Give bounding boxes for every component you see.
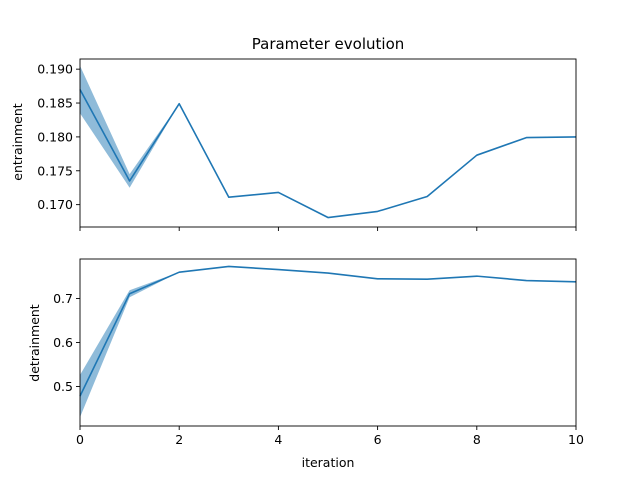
x-tick-label: 4	[274, 432, 282, 447]
entrainment-panel: 0.170 0.175 0.180 0.185 0.190	[37, 58, 577, 231]
series-line	[79, 89, 577, 219]
y-tick-label: 0.185	[37, 96, 73, 111]
x-tick-label: 2	[175, 432, 183, 447]
y-tick-label: 0.6	[53, 335, 73, 350]
y-tick-label: 0.190	[37, 62, 73, 77]
detrainment-panel: 0.5 0.6 0.7 0 2 4 6 8 10	[53, 258, 584, 447]
x-tick-label: 0	[76, 432, 84, 447]
y-tick-label: 0.170	[37, 197, 73, 212]
y-tick-label: 0.7	[53, 291, 73, 306]
y-tick-label: 0.175	[37, 163, 73, 178]
x-tick-label: 8	[473, 432, 481, 447]
x-tick-label: 6	[374, 432, 382, 447]
detrainment-axis-label: detrainment	[27, 304, 42, 382]
entrainment-axis-label: entrainment	[10, 103, 25, 180]
y-tick-label: 0.180	[37, 129, 73, 144]
series-line	[79, 265, 577, 397]
axes-frame	[79, 58, 577, 228]
x-axis-label: iteration	[302, 455, 355, 470]
x-tick-label: 10	[568, 432, 584, 447]
uncertainty-band	[80, 266, 576, 418]
y-tick-label: 0.5	[53, 379, 73, 394]
chart-title: Parameter evolution	[252, 35, 405, 53]
